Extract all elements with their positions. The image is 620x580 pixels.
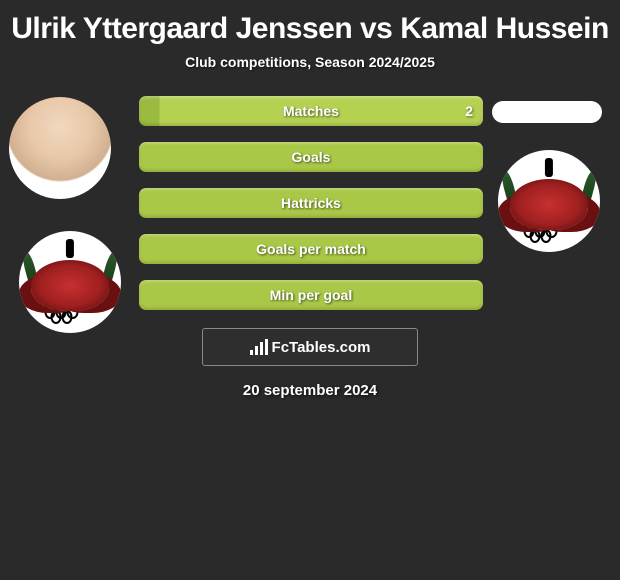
bar-chart-icon xyxy=(250,339,268,355)
stat-value-right: 2 xyxy=(465,103,473,119)
stat-bar-matches: Matches 2 xyxy=(139,96,483,126)
stats-column: Matches 2 Goals Hattricks Goals per matc… xyxy=(139,96,483,326)
player1-club-logo xyxy=(19,231,121,333)
stat-label: Hattricks xyxy=(281,195,341,211)
subtitle: Club competitions, Season 2024/2025 xyxy=(0,54,620,70)
stat-label: Goals per match xyxy=(256,241,366,257)
as-of-date: 20 september 2024 xyxy=(243,382,377,399)
stat-label: Goals xyxy=(292,149,331,165)
fctables-label: FcTables.com xyxy=(272,339,371,356)
stat-bar-goals: Goals xyxy=(139,142,483,172)
player2-club-logo xyxy=(498,150,600,252)
player2-name-pill xyxy=(492,101,602,123)
fctables-link[interactable]: FcTables.com xyxy=(202,328,418,366)
player1-avatar xyxy=(9,97,111,199)
stat-bar-goals-per-match: Goals per match xyxy=(139,234,483,264)
stat-label: Matches xyxy=(283,103,339,119)
stat-bar-hattricks: Hattricks xyxy=(139,188,483,218)
stat-bar-min-per-goal: Min per goal xyxy=(139,280,483,310)
stat-label: Min per goal xyxy=(270,287,352,303)
page-title: Ulrik Yttergaard Jenssen vs Kamal Hussei… xyxy=(0,0,620,54)
